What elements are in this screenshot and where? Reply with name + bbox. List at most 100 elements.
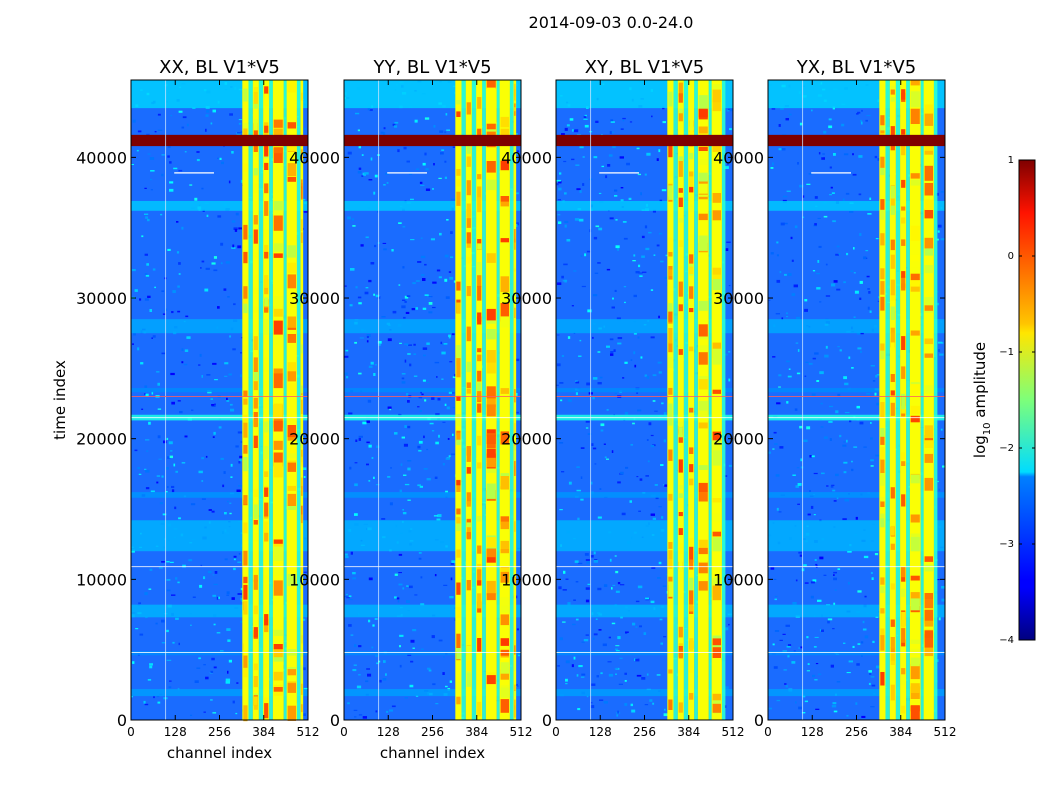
rfi-band-cell <box>456 414 461 424</box>
rfi-band-cell <box>301 270 303 277</box>
heatmap-noise-cell <box>373 476 375 479</box>
heatmap-noise-cell <box>407 353 411 355</box>
rfi-band-cell <box>456 647 461 660</box>
heatmap-noise-cell <box>825 263 828 266</box>
rfi-band-cell <box>689 638 694 651</box>
heatmap-noise-cell <box>516 358 520 362</box>
heatmap-noise-cell <box>132 343 134 345</box>
heatmap-noise-cell <box>145 439 150 441</box>
heatmap-noise-cell <box>808 173 812 175</box>
heatmap-noise-cell <box>517 685 519 687</box>
heatmap-noise-cell <box>232 244 235 248</box>
rfi-band-cell <box>910 277 920 287</box>
heatmap-noise-cell <box>836 245 840 248</box>
heatmap-noise-cell <box>368 365 373 368</box>
heatmap-noise-cell <box>641 235 645 239</box>
rfi-band-cell <box>456 179 461 187</box>
heatmap-noise-cell <box>636 476 639 478</box>
heatmap-noise-cell <box>856 331 861 335</box>
rfi-band-cell <box>273 462 283 478</box>
heatmap-noise-cell <box>175 617 179 620</box>
heatmap-noise-cell <box>571 158 575 161</box>
rfi-band-cell <box>880 436 885 445</box>
heatmap-noise-cell <box>603 443 606 445</box>
rfi-band-cell <box>466 656 471 671</box>
heatmap-noise-cell <box>450 198 456 201</box>
rfi-band-cell <box>668 669 673 674</box>
heatmap-noise-cell <box>609 338 614 341</box>
heatmap-noise-cell <box>644 374 648 377</box>
heatmap-noise-cell <box>446 406 450 410</box>
rfi-band-cell <box>924 104 933 114</box>
heatmap-noise-cell <box>162 313 166 315</box>
rfi-band-cell <box>880 635 885 651</box>
rfi-band-gap <box>920 80 924 720</box>
heatmap-noise-cell <box>657 361 662 364</box>
heatmap-noise-cell <box>870 459 874 462</box>
rfi-band-cell <box>698 561 708 574</box>
rfi-band-gap <box>694 80 698 720</box>
heatmap-noise-cell <box>403 443 408 447</box>
rfi-band-cell <box>287 325 296 330</box>
heatmap-noise-cell <box>615 645 620 647</box>
y-tick-label: 10000 <box>501 570 552 589</box>
y-axis-label: time index <box>51 360 69 440</box>
heatmap-noise-cell <box>361 175 364 177</box>
rfi-band-cell <box>678 188 683 193</box>
rfi-band-cell <box>910 683 920 693</box>
heatmap-noise-cell <box>857 590 862 593</box>
heatmap-noise-cell <box>303 571 307 573</box>
heatmap-noise-cell <box>210 398 213 400</box>
heatmap-noise-cell <box>561 275 564 279</box>
rfi-band-cell <box>668 550 673 562</box>
heatmap-noise-cell <box>593 551 596 555</box>
heatmap-noise-cell <box>651 115 653 118</box>
heatmap-noise-cell <box>561 355 564 357</box>
x-tick-label: 512 <box>510 725 533 739</box>
rfi-band-cell <box>264 697 269 704</box>
heatmap-noise-cell <box>609 558 612 562</box>
heatmap-noise-cell <box>169 161 172 164</box>
heatmap-noise-cell <box>237 593 242 595</box>
heatmap-noise-cell <box>583 118 588 120</box>
heatmap-noise-cell <box>350 268 355 271</box>
heatmap-noise-cell <box>402 509 404 511</box>
heatmap-noise-cell <box>516 411 519 414</box>
heatmap-noise-cell <box>611 450 614 453</box>
rfi-band-cell <box>678 161 683 177</box>
heatmap-noise-cell <box>403 474 407 476</box>
rfi-band-cell <box>253 605 258 615</box>
heatmap-noise-cell <box>559 509 563 511</box>
rfi-band-cell <box>514 89 516 101</box>
rfi-band-cell <box>301 219 303 232</box>
time-strip <box>131 492 308 498</box>
heatmap-noise-cell <box>232 348 236 351</box>
heatmap-noise-cell <box>398 572 402 574</box>
heatmap-noise-cell <box>832 702 837 705</box>
heatmap-noise-cell <box>728 351 731 353</box>
rfi-band-cell <box>500 669 509 680</box>
rfi-band-cell <box>689 315 694 324</box>
rfi-band-cell <box>477 243 482 250</box>
rfi-band-cell <box>910 705 920 720</box>
rfi-band-cell <box>698 352 708 365</box>
heatmap-noise-cell <box>139 633 144 636</box>
heatmap-noise-cell <box>223 471 226 474</box>
rfi-band-cell <box>924 453 933 463</box>
rfi-band-cell <box>287 245 296 258</box>
rfi-band-cell <box>678 543 683 554</box>
heatmap-noise-cell <box>422 379 426 382</box>
heatmap-noise-cell <box>177 310 181 313</box>
heatmap-noise-cell <box>131 164 134 165</box>
heatmap-noise-cell <box>386 710 389 713</box>
rfi-band-cell <box>486 386 496 399</box>
heatmap-noise-cell <box>203 711 206 713</box>
heatmap-noise-cell <box>369 109 373 111</box>
heatmap-noise-cell <box>814 679 818 681</box>
heatmap-noise-cell <box>590 555 594 558</box>
rfi-band-cell <box>253 357 258 372</box>
heatmap-noise-cell <box>347 151 352 155</box>
heatmap-noise-cell <box>152 268 156 271</box>
heatmap-noise-cell <box>366 336 369 338</box>
heatmap-noise-cell <box>567 602 571 605</box>
